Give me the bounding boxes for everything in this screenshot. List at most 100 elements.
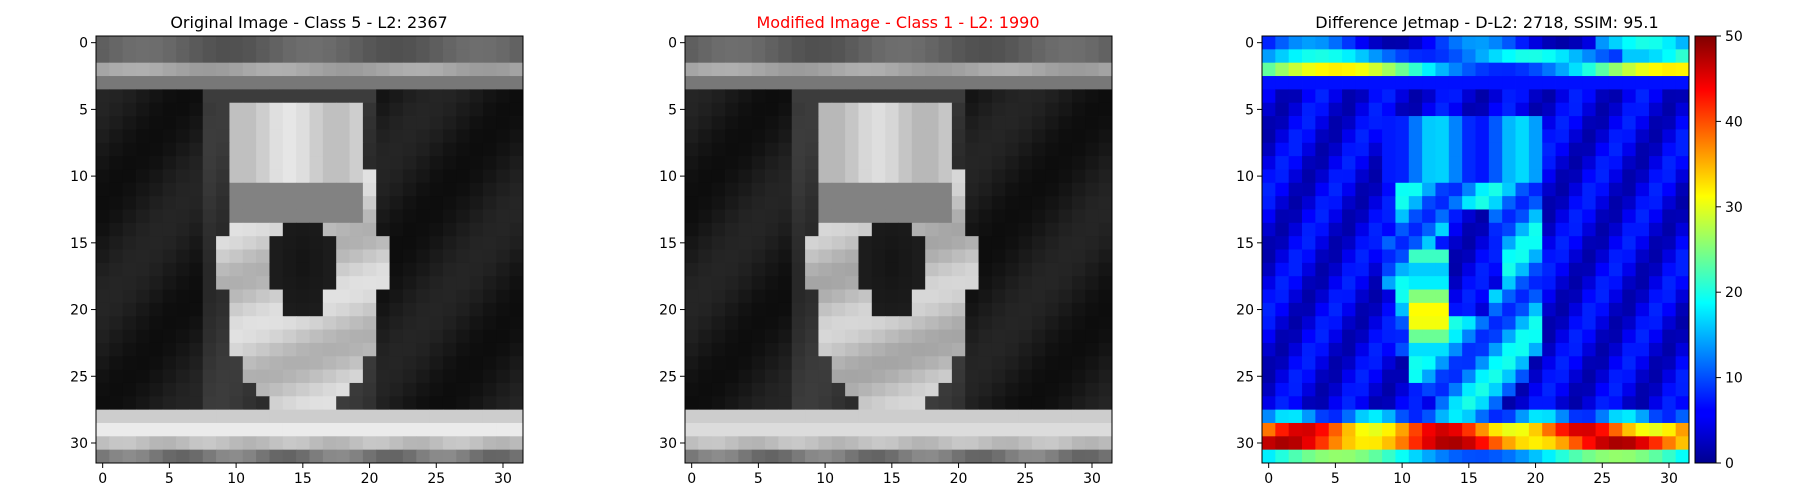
heatmap-cell [482, 436, 497, 451]
heatmap-cell [778, 116, 793, 130]
heatmap-cell [711, 129, 726, 144]
heatmap-cell [845, 276, 859, 290]
heatmap-cell [951, 369, 966, 384]
heatmap-cell [1662, 102, 1677, 117]
heatmap-cell [1502, 276, 1516, 290]
heatmap-cell [1288, 76, 1303, 90]
heatmap-cell [1555, 302, 1570, 317]
heatmap-cell [1595, 316, 1610, 330]
heatmap-cell [242, 356, 257, 370]
heatmap-cell [1085, 209, 1100, 224]
heatmap-cell [1635, 142, 1650, 157]
heatmap-cell [898, 236, 913, 250]
axes-frame [95, 35, 524, 464]
heatmap-cell [978, 262, 993, 277]
heatmap-cell [791, 316, 806, 330]
heatmap-cell [1031, 276, 1046, 290]
heatmap-cell [1488, 356, 1503, 370]
heatmap-cell [229, 316, 244, 330]
heatmap-cell [965, 409, 979, 424]
heatmap-cell [1502, 209, 1516, 224]
heatmap-cell [845, 196, 859, 210]
heatmap-cell [1555, 182, 1570, 197]
heatmap-cell [1488, 369, 1503, 384]
heatmap-cell [416, 156, 430, 170]
heatmap-cell [362, 142, 377, 157]
heatmap-cell [282, 356, 297, 370]
heatmap-cell [1085, 342, 1100, 357]
heatmap-cell [1648, 116, 1663, 130]
heatmap-cell [1071, 396, 1086, 411]
heatmap-cell [1448, 76, 1463, 90]
heatmap-cell [216, 196, 230, 210]
heatmap-cell [1462, 156, 1476, 170]
heatmap-cell [362, 169, 377, 184]
y-tick-label: 10 [70, 169, 88, 185]
heatmap-cell [1475, 89, 1490, 104]
heatmap-cell [885, 369, 899, 384]
heatmap-cell [322, 382, 337, 397]
heatmap-cell [1542, 342, 1556, 357]
heatmap-cell [362, 89, 377, 104]
heatmap-cell [1475, 209, 1490, 224]
heatmap-cell [1355, 396, 1370, 411]
heatmap-cell [202, 182, 217, 197]
heatmap-cell [1302, 342, 1316, 357]
heatmap-cell [1005, 222, 1019, 237]
heatmap-cell [322, 449, 337, 464]
heatmap-cell [1488, 302, 1503, 317]
heatmap-cell [1542, 396, 1556, 411]
heatmap-cell [1262, 449, 1276, 464]
heatmap-cell [1288, 369, 1303, 384]
heatmap-cell [189, 249, 204, 264]
heatmap-cell [765, 369, 779, 384]
heatmap-cell [1368, 329, 1383, 344]
heatmap-cell [978, 422, 993, 437]
heatmap-cell [791, 329, 806, 344]
heatmap-cell [778, 302, 793, 317]
heatmap-cell [1635, 49, 1650, 64]
heatmap-cell [429, 62, 444, 77]
heatmap-cell [805, 329, 819, 344]
heatmap-cell [1395, 436, 1410, 451]
heatmap-cell [1515, 142, 1530, 157]
heatmap-cell [1448, 262, 1463, 277]
heatmap-cell [978, 396, 993, 411]
heatmap-cell [1355, 382, 1370, 397]
heatmap-cell [309, 329, 324, 344]
heatmap-cell [1368, 276, 1383, 290]
heatmap-cell [685, 249, 699, 264]
heatmap-cell [509, 116, 524, 130]
heatmap-cell [1622, 169, 1637, 184]
heatmap-cell [765, 89, 779, 104]
heatmap-cell [818, 302, 833, 317]
heatmap-cell [322, 249, 337, 264]
heatmap-cell [469, 396, 484, 411]
heatmap-cell [162, 169, 177, 184]
heatmap-cell [858, 236, 873, 250]
heatmap-cell [1395, 222, 1410, 237]
heatmap-cell [1058, 276, 1073, 290]
heatmap-cell [1098, 169, 1113, 184]
heatmap-cell [858, 329, 873, 344]
heatmap-cell [496, 89, 511, 104]
heatmap-cell [751, 249, 766, 264]
heatmap-cell [149, 302, 164, 317]
heatmap-cell [1262, 289, 1276, 304]
heatmap-cell [1608, 76, 1623, 90]
heatmap-cell [1288, 436, 1303, 451]
heatmap-cell [1368, 236, 1383, 250]
heatmap-cell [162, 209, 177, 224]
heatmap-cell [978, 316, 993, 330]
heatmap-cell [389, 342, 404, 357]
heatmap-cell [1058, 422, 1073, 437]
heatmap-cell [725, 369, 739, 384]
x-tick-label: 10 [816, 471, 834, 487]
y-tick-label: 0 [1245, 36, 1254, 52]
heatmap-cell [242, 142, 257, 157]
heatmap-cell [216, 262, 230, 277]
heatmap-cell [1595, 396, 1610, 411]
heatmap-cell [1608, 302, 1623, 317]
heatmap-cell [416, 169, 430, 184]
heatmap-cell [1635, 116, 1650, 130]
